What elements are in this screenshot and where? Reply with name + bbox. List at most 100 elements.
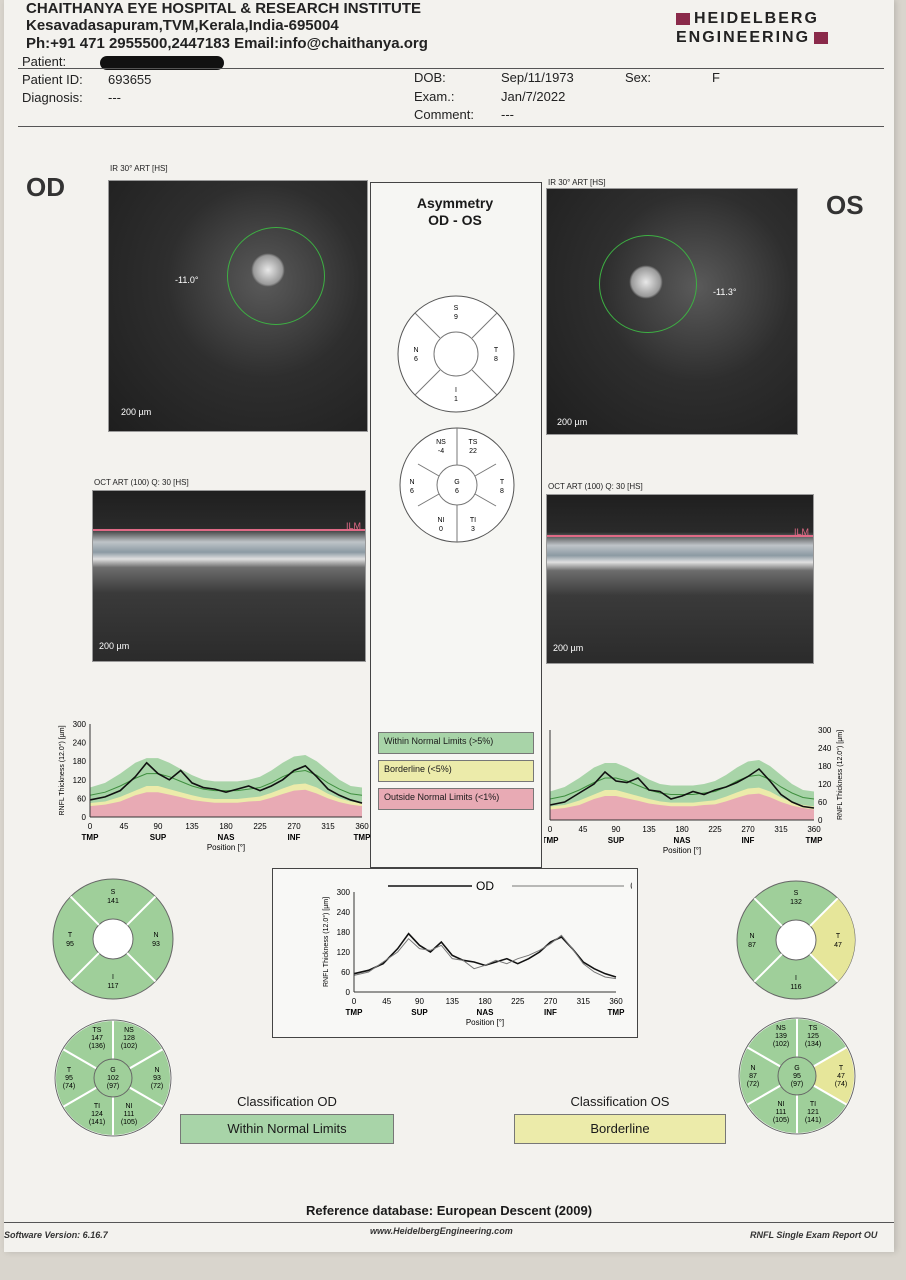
- sector-label: T: [67, 1067, 72, 1074]
- y-tick-label: 60: [77, 794, 86, 803]
- y-tick-label: 120: [818, 780, 832, 789]
- sector-ref: (136): [89, 1043, 105, 1050]
- sector-ref: (72): [747, 1081, 759, 1088]
- svg-text:I: I: [112, 974, 114, 981]
- sector-label: G: [794, 1065, 799, 1072]
- y-tick-label: 0: [818, 816, 823, 825]
- x-region-label: TMP: [354, 833, 372, 842]
- patient-label: Patient:: [22, 54, 67, 69]
- y-tick-label: 0: [82, 813, 87, 822]
- y-axis-title: RNFL Thickness (12.0°) [µm]: [58, 725, 66, 815]
- patient-rule: [18, 126, 884, 127]
- os-optic-disc: [629, 265, 663, 299]
- x-tick-label: 180: [675, 825, 689, 834]
- exam-label: Exam.:: [414, 89, 455, 104]
- exam-value: Jan/7/2022: [501, 89, 566, 104]
- sector-ref: (102): [121, 1043, 137, 1050]
- x-tick-label: 45: [120, 822, 129, 831]
- sector-ref: (105): [121, 1119, 137, 1126]
- legend-outside: Outside Normal Limits (<1%): [378, 788, 534, 810]
- y-tick-label: 240: [73, 739, 87, 748]
- sector-label: TS: [93, 1027, 102, 1034]
- y-tick-label: 180: [337, 928, 351, 937]
- x-region-label: SUP: [608, 836, 625, 845]
- od-ilm-line: [93, 529, 365, 531]
- comparison-rnfl-chart: 0 60 120 180 240 300 0 45 90 135 180 225 270 315 360 TM…: [322, 879, 632, 1027]
- y-tick-label: 300: [818, 726, 832, 735]
- svg-text:N: N: [153, 932, 158, 939]
- sector-label: G: [110, 1067, 115, 1074]
- asym6-ti: 3: [471, 526, 475, 533]
- sector-label: NI: [778, 1101, 785, 1108]
- comment-label: Comment:: [414, 107, 474, 122]
- x-tick-label: 315: [774, 825, 788, 834]
- od-oct-label: OCT ART (100) Q: 30 [HS]: [94, 478, 189, 487]
- asym6-g: 6: [455, 488, 459, 495]
- os-ir-angle: -11.3°: [713, 287, 737, 297]
- od-rnfl-chart: 0 60 120 180 240 300 0 45 90 135 180 225 270 315 360 TM…: [58, 720, 372, 852]
- brand-line2: ENGINEERING: [676, 29, 811, 46]
- od-oct-ilm-label: ILM: [345, 521, 361, 531]
- sector-value: 128: [123, 1035, 135, 1042]
- asym4-n: 6: [414, 356, 418, 363]
- od-fundus-image: -11.0° 200 µm: [108, 180, 368, 432]
- sector-ref: (134): [805, 1041, 821, 1048]
- os-oct-label: OCT ART (100) Q: 30 [HS]: [548, 482, 643, 491]
- os-sector-t: 47: [834, 942, 842, 949]
- hospital-name: CHAITHANYA EYE HOSPITAL & RESEARCH INSTI…: [26, 0, 422, 17]
- svg-text:S: S: [454, 305, 459, 312]
- svg-text:S: S: [794, 890, 799, 897]
- reference-database: Reference database: European Descent (20…: [305, 1203, 593, 1218]
- os-fundus-image: -11.3° 200 µm: [546, 188, 798, 435]
- sector-value: 125: [807, 1033, 819, 1040]
- sector-label: N: [154, 1067, 159, 1074]
- website: www.HeidelbergEngineering.com: [370, 1226, 513, 1236]
- x-axis-title: Position [°]: [663, 846, 701, 855]
- x-tick-label: 360: [609, 997, 623, 1006]
- svg-text:S: S: [111, 889, 116, 896]
- sector-ref: (74): [835, 1081, 847, 1088]
- svg-text:G: G: [454, 479, 459, 486]
- sector-value: 87: [749, 1073, 757, 1080]
- x-tick-label: 135: [642, 825, 656, 834]
- y-tick-label: 60: [341, 968, 350, 977]
- x-region-label: NAS: [674, 836, 692, 845]
- y-axis-title: RNFL Thickness (12.0°) [µm]: [322, 897, 330, 987]
- od-eye-label: OD: [26, 172, 65, 202]
- svg-text:N: N: [749, 933, 754, 940]
- sector-value: 93: [153, 1075, 161, 1082]
- sector-ref: (72): [151, 1083, 163, 1090]
- os-oct-image: ILM 200 µm: [546, 494, 814, 664]
- sector-label: N: [750, 1065, 755, 1072]
- od-ir-scale: 200 µm: [121, 407, 152, 417]
- x-region-label: SUP: [411, 1008, 428, 1017]
- x-tick-label: 360: [355, 822, 369, 831]
- x-region-label: NAS: [477, 1008, 495, 1017]
- legend-borderline: Borderline (<5%): [378, 760, 534, 782]
- sector-value: 139: [775, 1033, 787, 1040]
- svg-text:N: N: [409, 479, 414, 486]
- x-tick-label: 225: [708, 825, 722, 834]
- y-tick-label: 120: [73, 776, 87, 785]
- os-sector-circle-6: G95(97)TS125(134)T47(74)TI121(141)NI111(…: [738, 1016, 856, 1136]
- svg-text:I: I: [795, 975, 797, 982]
- asym6-ts: 22: [469, 448, 477, 455]
- sector-ref: (97): [107, 1083, 119, 1090]
- sector-ref: (105): [773, 1117, 789, 1124]
- sector-value: 147: [91, 1035, 103, 1042]
- report-name: RNFL Single Exam Report OU: [750, 1230, 878, 1240]
- classification-od-value: Within Normal Limits: [180, 1114, 394, 1144]
- asym6-t: 8: [500, 488, 504, 495]
- sector-g: [93, 1058, 133, 1098]
- sector-value: 121: [807, 1109, 819, 1116]
- sector-value: 102: [107, 1075, 119, 1082]
- svg-text:T: T: [494, 347, 499, 354]
- od-scan-circle: [227, 227, 325, 325]
- asym6-n: 6: [410, 488, 414, 495]
- x-tick-label: 225: [511, 997, 525, 1006]
- x-region-label: TMP: [544, 836, 559, 845]
- sector-label: T: [839, 1065, 844, 1072]
- software-version: Software Version: 6.16.7: [4, 1230, 108, 1240]
- header-rule: [18, 68, 884, 69]
- measured-line: [549, 767, 815, 809]
